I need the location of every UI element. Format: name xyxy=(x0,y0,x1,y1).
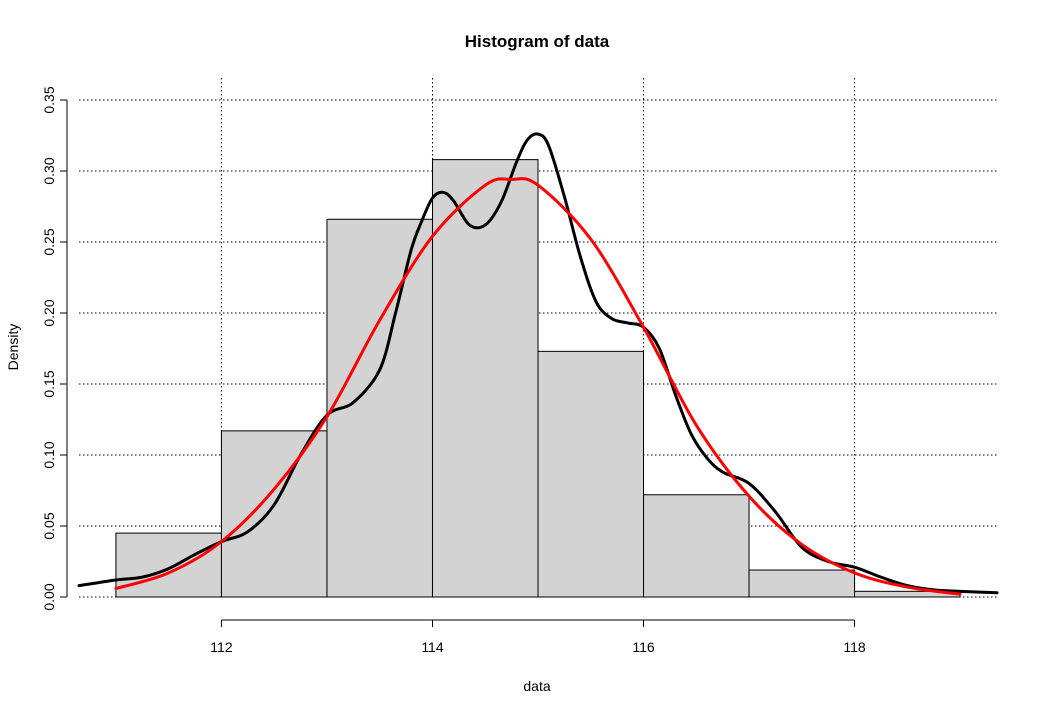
y-tick-label: 0.00 xyxy=(41,583,57,610)
x-tick-label: 116 xyxy=(632,639,655,655)
normal-density-curve xyxy=(114,177,962,596)
histogram-bar xyxy=(115,532,222,598)
y-axis-label: Density xyxy=(5,324,21,371)
x-tick-label: 112 xyxy=(210,639,233,655)
kernel-density-curve xyxy=(77,132,999,595)
histogram-bar xyxy=(643,494,750,598)
density-curves xyxy=(77,132,999,596)
x-tick-label: 118 xyxy=(843,639,866,655)
y-tick-label: 0.10 xyxy=(41,441,57,468)
histogram-bars xyxy=(115,159,961,598)
histogram-bar xyxy=(748,569,856,598)
histogram-bar xyxy=(220,430,328,598)
y-tick-label: 0.15 xyxy=(41,370,57,397)
y-tick-label: 0.05 xyxy=(41,512,57,539)
y-tick-label: 0.35 xyxy=(41,86,57,113)
y-tick-label: 0.30 xyxy=(41,157,57,184)
x-tick-label: 114 xyxy=(421,639,444,655)
y-tick-label: 0.20 xyxy=(41,299,57,326)
chart-title: Histogram of data xyxy=(465,32,610,51)
axes: 112 114 116 118 0.00 0.05 0.10 0.15 0.20 0.25 0.30… xyxy=(41,86,866,655)
histogram-bar xyxy=(431,159,539,598)
x-axis-label: data xyxy=(523,678,550,694)
y-tick-label: 0.25 xyxy=(41,228,57,255)
histogram-bar xyxy=(537,350,645,598)
